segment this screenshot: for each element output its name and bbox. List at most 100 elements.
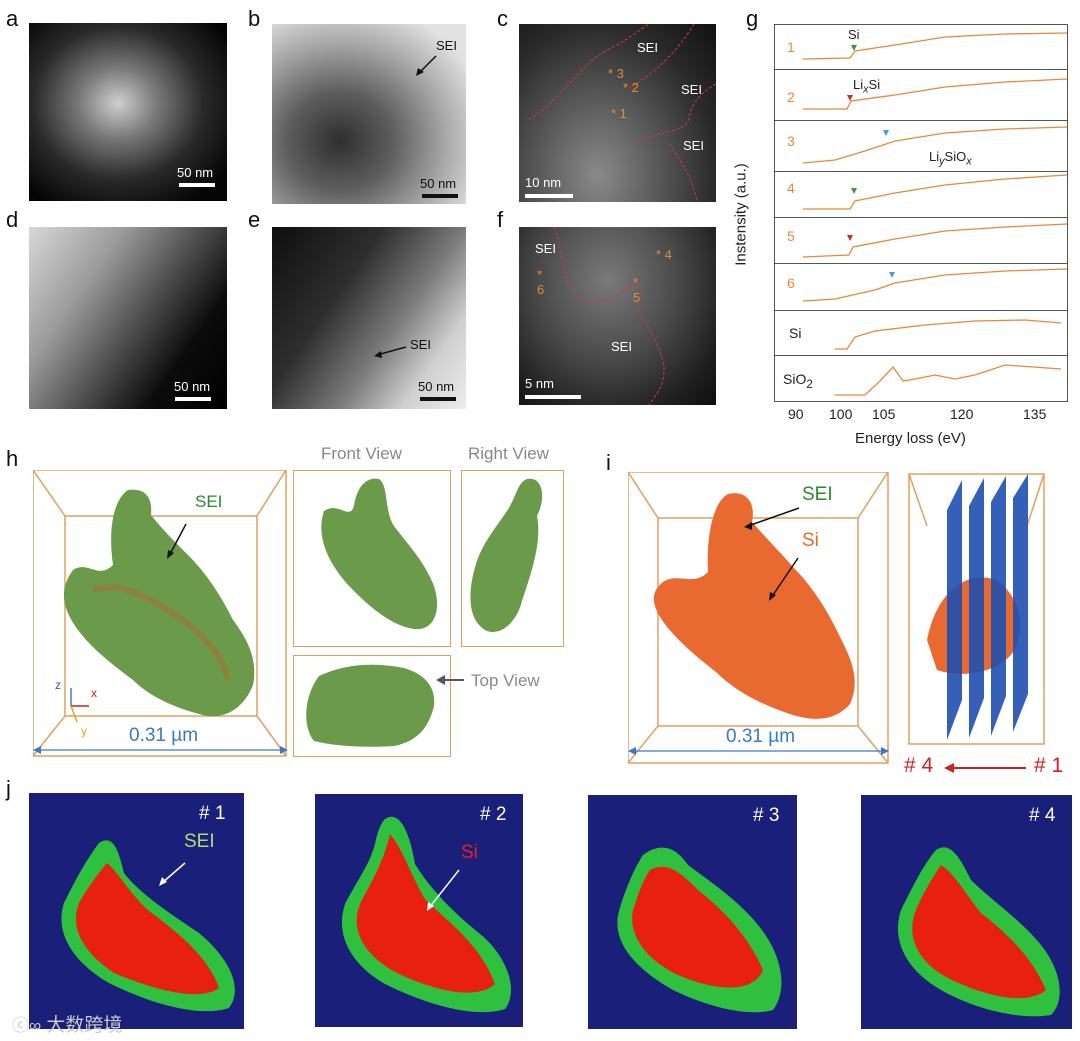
map-number-1: # 1 [199, 803, 226, 824]
spectrum-label-2: 2 [787, 89, 795, 105]
front-view-label: Front View [321, 444, 402, 463]
panel-label-d: d [6, 207, 19, 232]
y-axis-label-g: Instensity (a.u.) [732, 163, 750, 266]
top-view-shape [306, 664, 435, 747]
map-shape-3 [617, 847, 782, 1013]
top-view-arrow [436, 675, 464, 685]
row-divider [775, 217, 1067, 218]
reference-label-si: Si [789, 325, 802, 341]
spectrum-label-1: 1 [787, 39, 795, 55]
right-view-frame [461, 470, 564, 647]
row-divider [775, 263, 1067, 264]
scale-bar-b [422, 194, 458, 198]
map-number-3: # 3 [753, 805, 780, 826]
scale-label-b: 50 nm [420, 176, 457, 191]
scale-bar-e [420, 397, 456, 401]
sei-arrow-e [374, 346, 407, 358]
si-arrow-j [427, 869, 460, 911]
panel-label-e: e [248, 207, 261, 232]
front-view-frame [293, 470, 451, 647]
map-number-4: # 4 [1029, 805, 1056, 826]
sei-label-h: SEI [195, 492, 223, 511]
x-tick-135: 135 [1023, 406, 1047, 422]
bounding-box-i [628, 472, 889, 764]
axis-x: x [91, 686, 97, 700]
panel-label-g: g [746, 6, 759, 31]
sei-arrow-b [416, 55, 437, 76]
point-6-f: * 6 [537, 267, 545, 297]
front-view-shape [321, 478, 438, 630]
panel-label-h: h [6, 446, 19, 471]
spectrum-label-4: 4 [787, 180, 795, 196]
scale-bar-c [525, 194, 573, 198]
right-view-shape [470, 478, 543, 632]
dimension-label-h: 0.31 µm [129, 725, 199, 746]
spectrum-label-3: 3 [787, 133, 795, 149]
scale-label-c: 10 nm [525, 175, 562, 190]
eels-spectra-panel: 1 2 3 4 5 6 Si SiO2 Si LixSi LiySiOx [774, 24, 1068, 402]
right-view-label: Right View [468, 444, 549, 463]
x-tick-100: 100 [829, 406, 853, 422]
point-3-c: * 3 [608, 66, 624, 81]
sei-label-c2: SEI [681, 82, 702, 97]
slice-label-end: # 1 [1034, 754, 1064, 777]
map-shape-1 [61, 840, 235, 1012]
scale-label-e: 50 nm [418, 379, 455, 394]
annot-liysiox: LiySiOx [929, 149, 972, 168]
sei-boundary-c [528, 24, 716, 202]
panel-label-j: j [6, 776, 11, 801]
row-divider [775, 355, 1067, 356]
sei-label-b: SEI [436, 38, 457, 53]
sei-label-j: SEI [184, 831, 215, 852]
slice-label-start: # 4 [904, 754, 934, 777]
row-divider [775, 310, 1067, 311]
watermark: ⓒ∞ 大数跨境 [12, 1010, 122, 1037]
sei-label-i: SEI [802, 484, 833, 505]
top-view-label: Top View [471, 671, 540, 690]
slice-stack-i [907, 470, 1047, 756]
bf-tem-image-b: SEI 50 nm [272, 24, 466, 204]
scale-label-a: 50 nm [177, 165, 214, 180]
sei-label-f2: SEI [611, 339, 632, 354]
tomography-box-h: SEI z x y 0.31 µm [33, 470, 288, 758]
watermark-logo-icon: ⓒ∞ [12, 1016, 42, 1035]
row-divider [775, 171, 1067, 172]
slice-map-2: # 2 Si [315, 794, 523, 1027]
haadf-image-a: 50 nm [29, 23, 227, 201]
point-1-c: * 1 [611, 106, 627, 121]
reference-label-sio2: SiO2 [783, 371, 813, 391]
panel-label-c: c [497, 6, 508, 31]
row-divider [775, 69, 1067, 70]
slice-map-3: # 3 [588, 795, 797, 1029]
spectrum-label-5: 5 [787, 228, 795, 244]
panel-label-f: f [497, 207, 504, 232]
point-5-f: * 5 [633, 275, 641, 305]
x-tick-105: 105 [872, 406, 896, 422]
x-axis-label-g: Energy loss (eV) [855, 430, 966, 447]
panel-label-i: i [606, 450, 611, 475]
watermark-text: 大数跨境 [46, 1015, 123, 1036]
map-number-2: # 2 [480, 804, 507, 825]
spectrum-label-6: 6 [787, 275, 795, 291]
slice-direction-arrow [944, 763, 1026, 773]
point-4-f: * 4 [656, 247, 672, 262]
sei-label-c3: SEI [683, 138, 704, 153]
dimension-label-i: 0.31 µm [726, 726, 796, 747]
sei-label-c1: SEI [637, 40, 658, 55]
scale-bar-f [525, 395, 581, 399]
axis-y: y [81, 724, 87, 738]
scale-label-d: 50 nm [174, 379, 211, 394]
scale-bar-d [175, 397, 211, 401]
hrtem-image-c: SEI SEI SEI * 3 * 2 * 1 10 nm [519, 24, 716, 202]
top-view-frame [293, 655, 451, 757]
map-shape-2 [341, 816, 511, 1013]
si-label-j: Si [461, 842, 478, 863]
annot-lixsi: LixSi [853, 77, 881, 96]
slice-planes [908, 473, 1045, 745]
row-divider [775, 120, 1067, 121]
haadf-image-d: 50 nm [29, 227, 227, 409]
panel-label-b: b [248, 6, 261, 31]
scale-label-f: 5 nm [525, 376, 554, 391]
tomography-box-i: SEI Si 0.31 µm [628, 472, 890, 765]
map-shape-4 [897, 847, 1060, 1017]
